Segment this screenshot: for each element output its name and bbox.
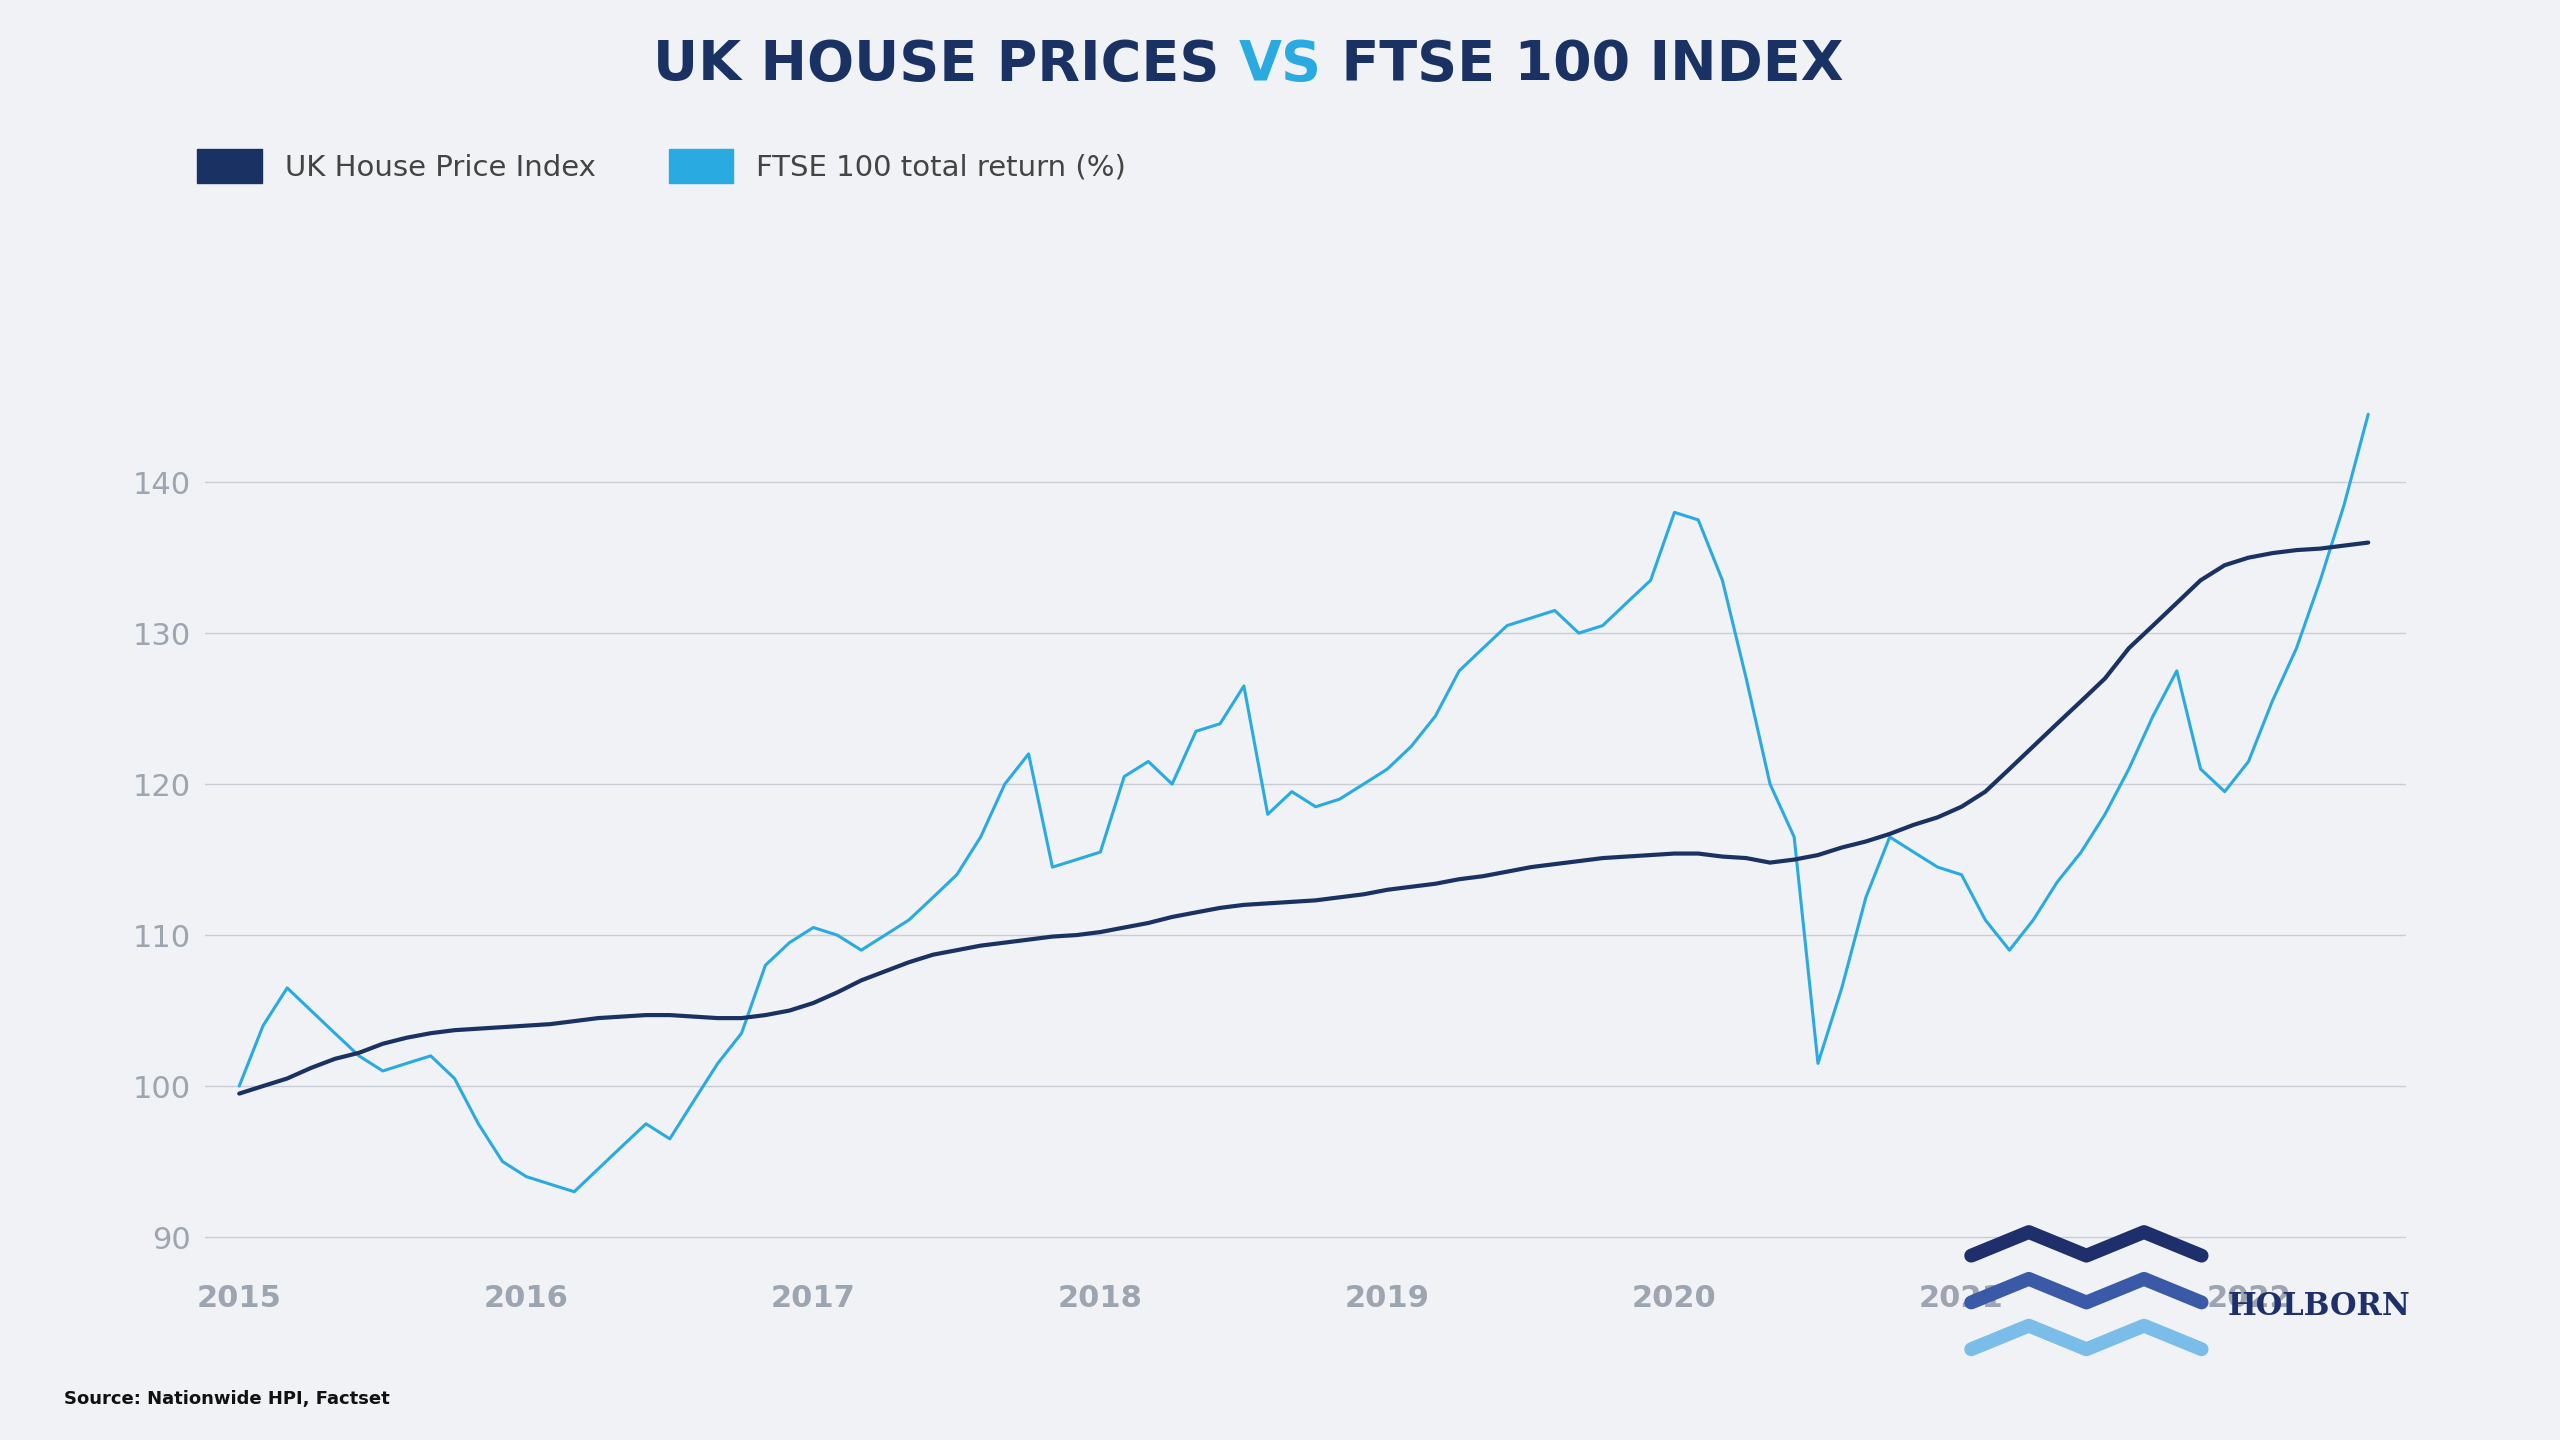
Legend: UK House Price Index, FTSE 100 total return (%): UK House Price Index, FTSE 100 total ret… (197, 150, 1126, 183)
Text: VS: VS (1239, 37, 1321, 92)
Text: FTSE 100 INDEX: FTSE 100 INDEX (1321, 37, 1843, 92)
Text: UK HOUSE PRICES: UK HOUSE PRICES (653, 37, 1239, 92)
Text: HOLBORN: HOLBORN (2227, 1292, 2409, 1322)
Text: Source: Nationwide HPI, Factset: Source: Nationwide HPI, Factset (64, 1391, 389, 1408)
